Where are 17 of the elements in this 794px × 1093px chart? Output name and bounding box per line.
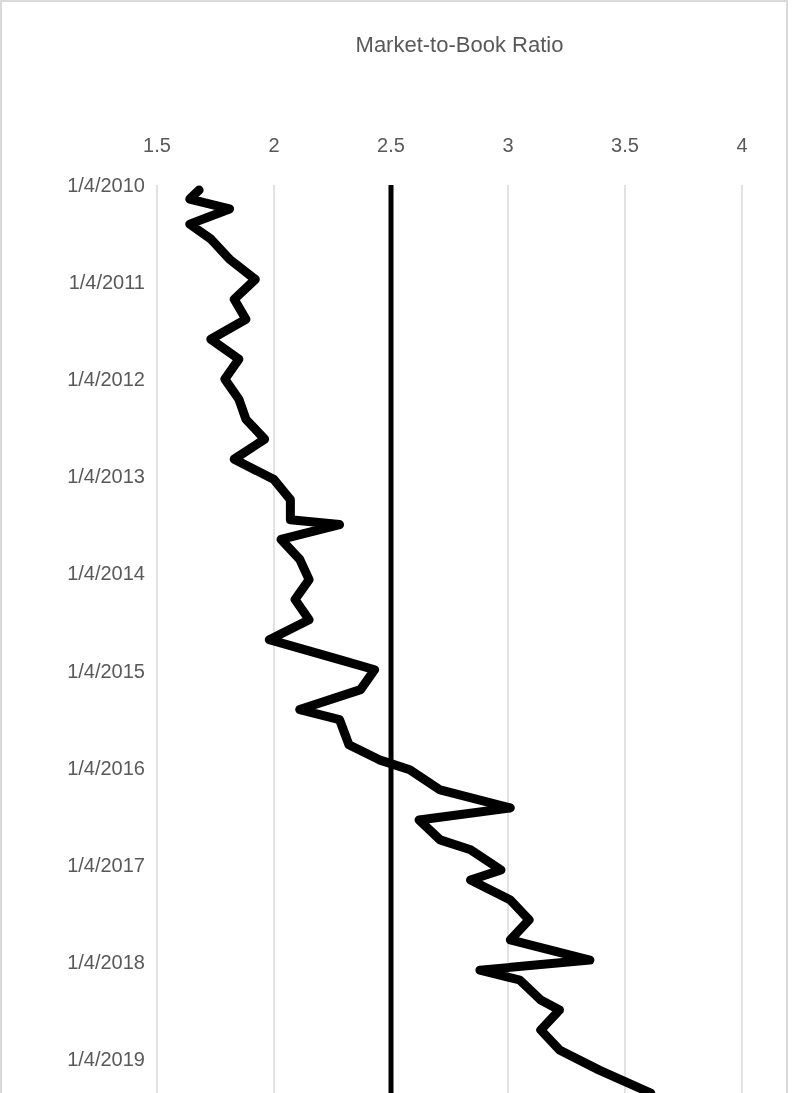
x-tick-label: 2	[268, 134, 280, 156]
y-tick-label: 1/4/2018	[67, 950, 145, 973]
x-tick-label: 3.5	[611, 134, 639, 156]
x-tick-label: 2.5	[377, 134, 405, 156]
x-tick-label: 1.5	[143, 134, 171, 156]
x-tick-label: 3	[502, 134, 514, 156]
x-tick-label: 4	[736, 134, 748, 156]
y-tick-label: 1/4/2011	[68, 271, 145, 294]
y-tick-label: 1/4/2017	[67, 853, 145, 876]
y-tick-label: 1/4/2014	[67, 562, 145, 585]
y-tick-label: 1/4/2010	[67, 174, 145, 196]
y-tick-label: 1/4/2019	[67, 1047, 145, 1070]
y-tick-label: 1/4/2015	[67, 659, 145, 682]
chart-title: Market-to-Book Ratio	[355, 32, 564, 57]
y-tick-label: 1/4/2013	[67, 465, 145, 488]
y-tick-label: 1/4/2016	[67, 756, 145, 779]
y-tick-label: 1/4/2012	[67, 368, 145, 391]
